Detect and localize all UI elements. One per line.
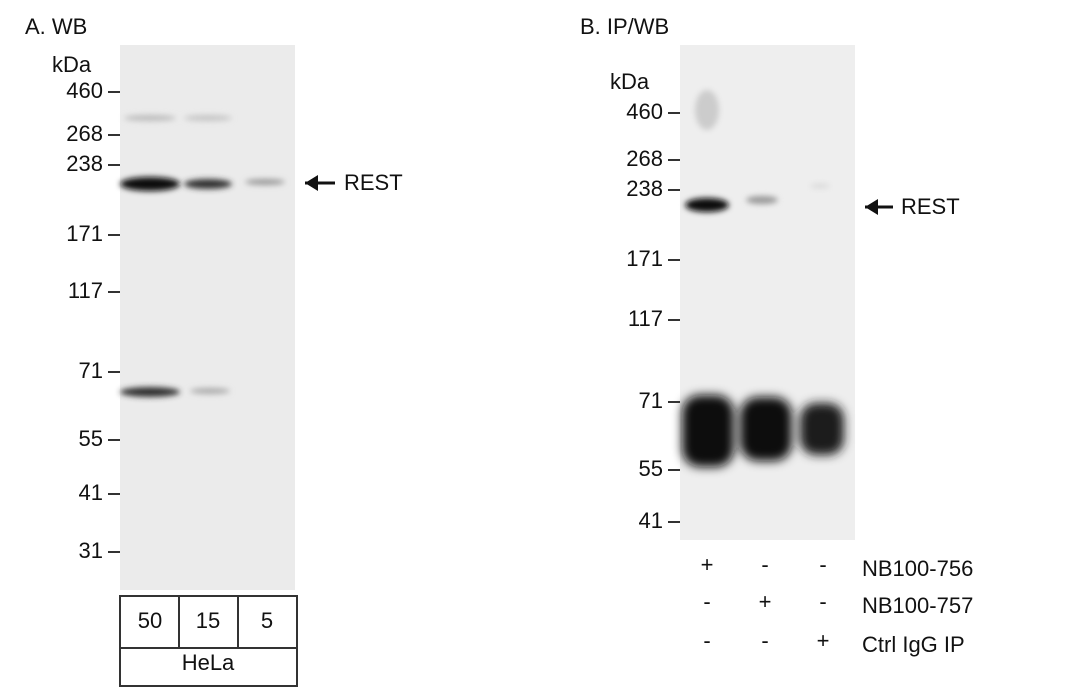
unit-label: kDa (52, 52, 92, 77)
row-label: NB100-757 (862, 593, 973, 618)
blot-membrane (120, 45, 295, 590)
marker-label: 268 (626, 146, 663, 171)
marker-label: 171 (626, 246, 663, 271)
marker-label: 41 (79, 480, 103, 505)
marker-label: 117 (628, 306, 663, 331)
lane-sign: + (701, 552, 714, 577)
marker-label: 71 (79, 358, 103, 383)
row-label: NB100-756 (862, 556, 973, 581)
cell-line: HeLa (182, 650, 235, 675)
heavy-bands (682, 395, 844, 467)
unit-label: kDa (610, 69, 650, 94)
marker-label: 238 (66, 151, 103, 176)
marker-label: 71 (639, 388, 663, 413)
target-label: REST (344, 170, 403, 195)
bands (120, 115, 285, 397)
lane-sign: + (759, 589, 772, 614)
lane-sign: - (819, 589, 826, 614)
marker-label: 55 (639, 456, 663, 481)
lane-sign: - (703, 628, 710, 653)
lane-load: 5 (261, 608, 273, 633)
arrow-head (305, 175, 318, 191)
marker-label: 55 (79, 426, 103, 451)
lane-sign: - (703, 589, 710, 614)
marker-label: 238 (626, 176, 663, 201)
panel-title: B. IP/WB (580, 14, 669, 39)
marker-label: 460 (66, 78, 103, 103)
marker-label: 117 (68, 278, 103, 303)
bands (685, 90, 830, 212)
lane-load: 50 (138, 608, 162, 633)
marker-label: 268 (66, 121, 103, 146)
cell-line-cell (119, 647, 298, 687)
target-label: REST (901, 194, 960, 219)
marker-label: 171 (66, 221, 103, 246)
marker-label: 460 (626, 99, 663, 124)
lane-sign: + (817, 628, 830, 653)
lane-sign: - (819, 552, 826, 577)
marker-label: 41 (639, 508, 663, 533)
lane-sign: - (761, 628, 768, 653)
arrow-head (865, 199, 878, 215)
lane-sign: - (761, 552, 768, 577)
lane-load: 15 (196, 608, 220, 633)
panel-title: A. WB (25, 14, 87, 39)
marker-label: 31 (79, 538, 103, 563)
row-label: Ctrl IgG IP (862, 632, 965, 657)
